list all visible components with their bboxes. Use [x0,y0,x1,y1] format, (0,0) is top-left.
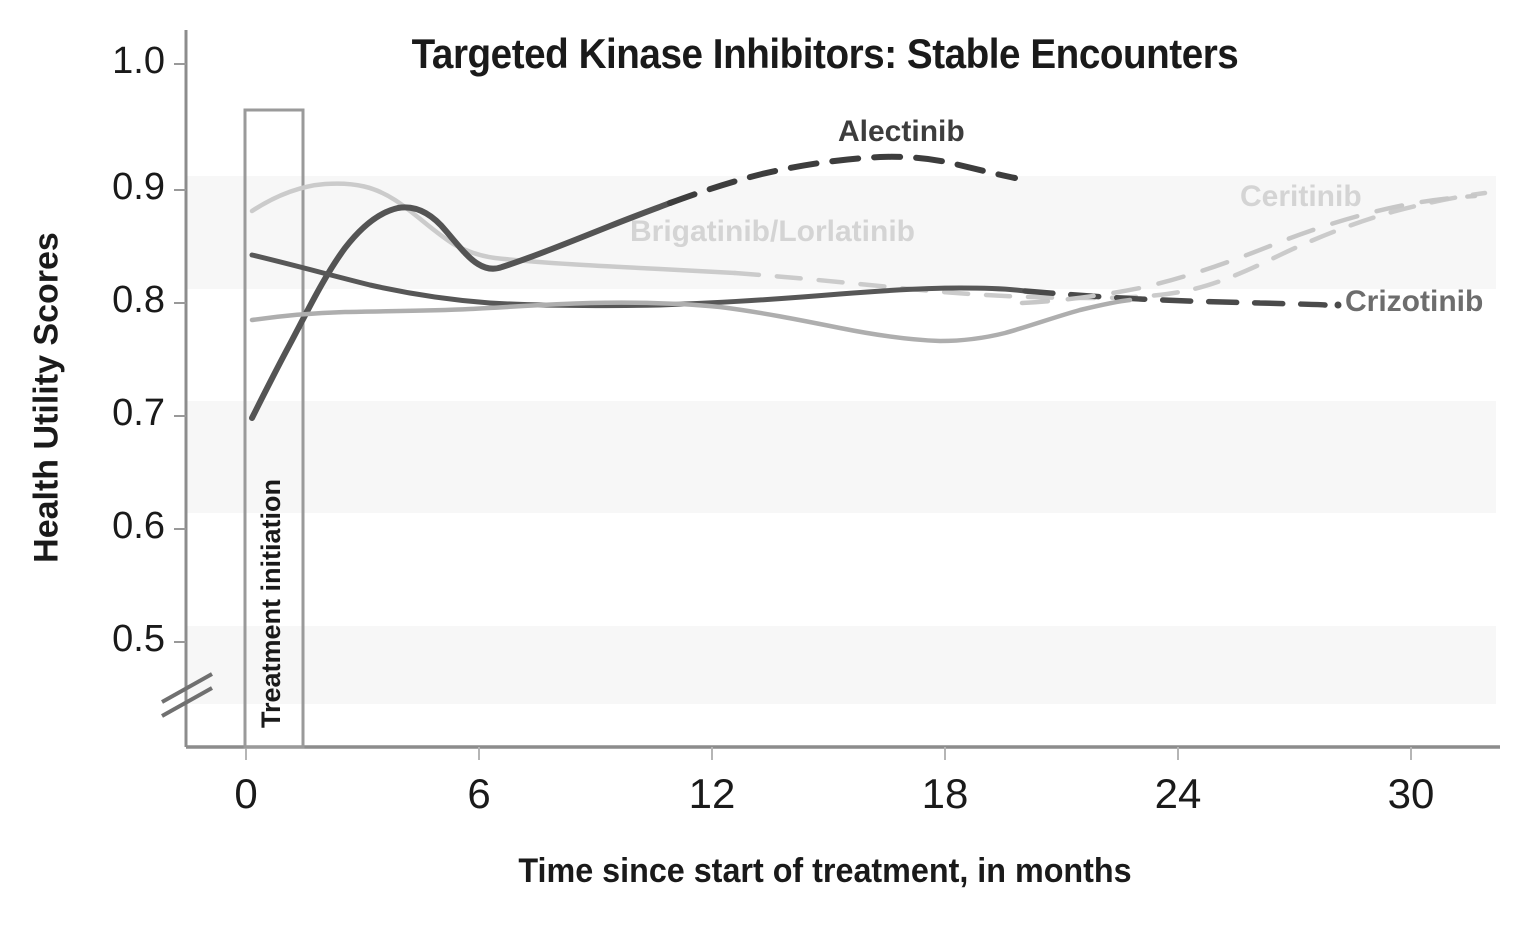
x-tick-label-24: 24 [1154,770,1202,817]
x-axis-title: Time since start of treatment, in months [518,852,1132,890]
x-tick-label-0: 0 [234,770,258,817]
y-tick-label-0.6: 0.6 [112,505,165,547]
series-alectinib-solid [249,200,673,421]
y-axis-break-icon [161,672,213,718]
treatment-initiation-box [243,108,305,749]
x-tick-label-18: 18 [921,770,969,817]
x-tick-label-30: 30 [1387,770,1435,817]
series-crizotinib-end-dot [1334,301,1342,309]
series-label-crizotinib: Crizotinib [1345,285,1484,318]
series-crizotinib-solid [249,252,1028,309]
treatment-initiation-label: Treatment initiation [256,478,286,728]
series-alectinib-dashed [667,153,1018,206]
chart-title: Targeted Kinase Inhibitors: Stable Encou… [411,30,1239,77]
series-crizotinib-dashed [1022,288,1328,308]
chart-axes [174,30,1500,760]
series-brigatinib-lorlatinib-dashed [732,190,1488,301]
x-tick-label-6: 6 [467,770,491,817]
series-lower-gray [249,297,1133,344]
y-tick-label-0.9: 0.9 [112,166,165,208]
series-label-ceritinib: Ceritinib [1240,180,1362,213]
y-tick-label-0.5: 0.5 [112,618,165,660]
series-label-alectinib: Alectinib [838,115,965,148]
x-tick-label-12: 12 [688,770,736,817]
y-tick-label-0.8: 0.8 [112,279,165,321]
background-bands [186,176,1496,704]
y-tick-label-1.0: 1.0 [112,40,165,82]
series-label-brigatinib-lorlatinib: Brigatinib/Lorlatinib [630,215,915,248]
y-tick-label-0.7: 0.7 [112,392,165,434]
